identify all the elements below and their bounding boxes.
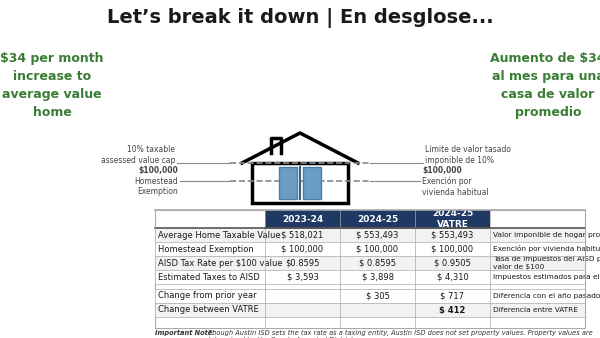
Text: Exención por
vivienda habitual: Exención por vivienda habitual — [422, 177, 489, 197]
Bar — [155, 242, 585, 256]
Text: 2024-25
VATRE: 2024-25 VATRE — [432, 209, 473, 229]
Text: Change from prior year: Change from prior year — [158, 291, 257, 300]
Bar — [303, 167, 321, 199]
Text: Though Austin ISD sets the tax rate as a taxing entity, Austin ISD does not set : Though Austin ISD sets the tax rate as a… — [206, 330, 593, 338]
Text: $ 100,000: $ 100,000 — [431, 244, 473, 254]
Bar — [252, 163, 348, 203]
Text: Exención por vivienda habitual: Exención por vivienda habitual — [493, 245, 600, 252]
Bar — [155, 289, 585, 303]
Text: Aumento de $34
al mes para una
casa de valor
promedio: Aumento de $34 al mes para una casa de v… — [490, 52, 600, 119]
Text: $ 3,898: $ 3,898 — [361, 272, 394, 282]
Text: Let’s break it down | En desglose...: Let’s break it down | En desglose... — [107, 8, 493, 28]
Text: $ 0.9505: $ 0.9505 — [434, 259, 471, 267]
Text: $ 518,021: $ 518,021 — [281, 231, 323, 240]
Text: 2023-24: 2023-24 — [282, 215, 323, 223]
Text: 10% taxable
assessed value cap: 10% taxable assessed value cap — [101, 145, 175, 165]
Text: $ 717: $ 717 — [440, 291, 464, 300]
Text: $100,000: $100,000 — [422, 166, 462, 175]
Text: $ 100,000: $ 100,000 — [356, 244, 398, 254]
Bar — [155, 256, 585, 270]
Bar — [155, 303, 585, 317]
Text: $ 4,310: $ 4,310 — [437, 272, 469, 282]
Text: Diferencia con el año pasado: Diferencia con el año pasado — [493, 293, 600, 299]
Text: AISD Tax Rate per $100 value: AISD Tax Rate per $100 value — [158, 259, 283, 267]
Text: Homestead
Exemption: Homestead Exemption — [134, 177, 178, 196]
Text: Límite de valor tasado
imponible de 10%: Límite de valor tasado imponible de 10% — [425, 145, 511, 165]
Bar — [340, 210, 415, 228]
Text: Change between VATRE: Change between VATRE — [158, 306, 259, 314]
Text: $ 305: $ 305 — [365, 291, 389, 300]
Text: Valor imponible de hogar promedio: Valor imponible de hogar promedio — [493, 232, 600, 238]
Text: $0.8595: $0.8595 — [286, 259, 320, 267]
Text: Estimated Taxes to AISD: Estimated Taxes to AISD — [158, 272, 260, 282]
Text: Important Note:: Important Note: — [155, 330, 215, 336]
Bar — [265, 210, 340, 228]
Text: $ 100,000: $ 100,000 — [281, 244, 323, 254]
Text: Diferencia entre VATRE: Diferencia entre VATRE — [493, 307, 578, 313]
Text: $ 3,593: $ 3,593 — [287, 272, 319, 282]
Text: Tasa de impuestos del AISD por un
valor de $100: Tasa de impuestos del AISD por un valor … — [493, 257, 600, 269]
Bar — [279, 167, 297, 199]
Text: $ 553,493: $ 553,493 — [431, 231, 473, 240]
Bar — [155, 210, 585, 328]
Text: $ 412: $ 412 — [439, 306, 466, 314]
Text: Average Home Taxable Value: Average Home Taxable Value — [158, 231, 281, 240]
Bar — [155, 270, 585, 284]
Bar — [415, 210, 490, 228]
Text: Impuestos estimados para el AISD: Impuestos estimados para el AISD — [493, 274, 600, 280]
Text: $ 0.8595: $ 0.8595 — [359, 259, 396, 267]
Text: $34 per month
increase to
average value
home: $34 per month increase to average value … — [0, 52, 104, 119]
Text: $ 553,493: $ 553,493 — [356, 231, 398, 240]
Text: Homestead Exemption: Homestead Exemption — [158, 244, 254, 254]
Text: 2024-25: 2024-25 — [357, 215, 398, 223]
Text: $100,000: $100,000 — [138, 166, 178, 175]
Bar — [155, 228, 585, 242]
